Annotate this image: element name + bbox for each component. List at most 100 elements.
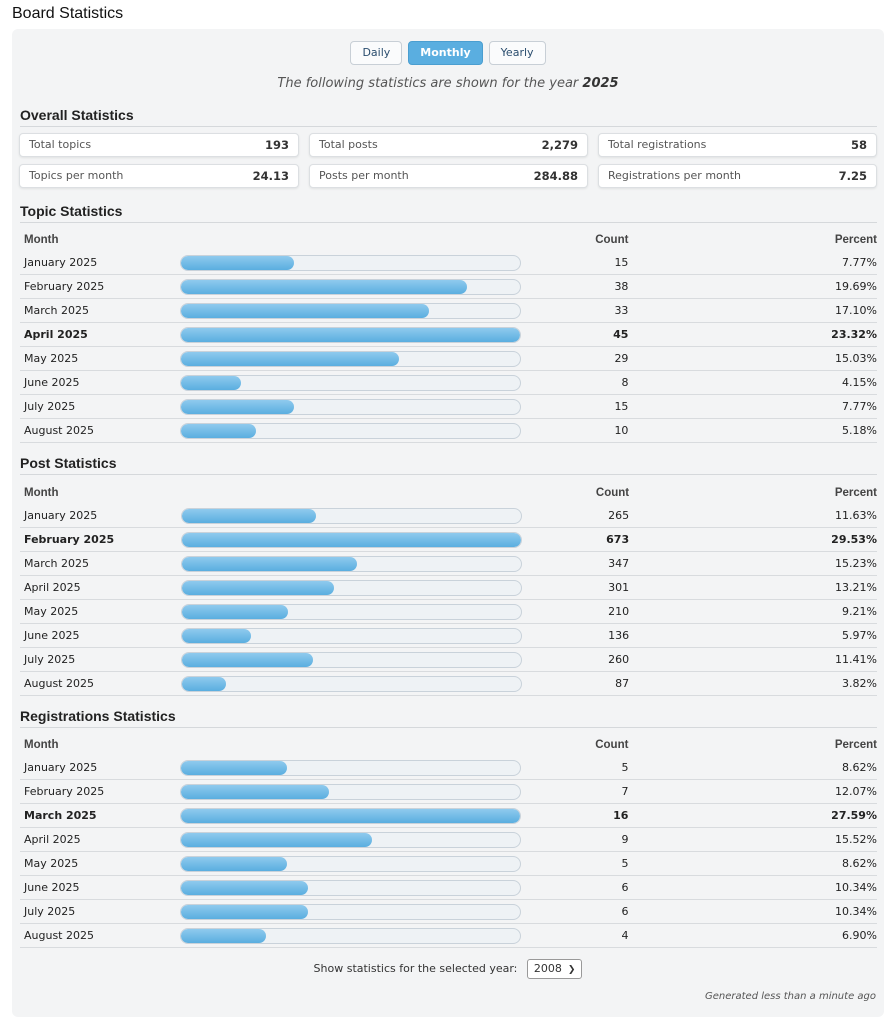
row-bar-cell (179, 418, 523, 443)
row-count: 7 (522, 779, 766, 804)
progress-bar-track (179, 879, 521, 896)
progress-bar-fill (180, 928, 266, 943)
row-month: May 2025 (20, 851, 180, 876)
progress-bar-track (181, 603, 523, 620)
table-row: March 2025 16 27.59% (20, 803, 877, 828)
progress-bar-fill (180, 904, 308, 919)
stat-posts-per-month: Posts per month 284.88 (309, 164, 588, 188)
row-bar-cell (179, 779, 523, 804)
column-bar (181, 482, 523, 504)
registrations-statistics-table: Month Count Percent January 2025 5 8.62% Fe… (20, 734, 877, 948)
table-row: February 2025 7 12.07% (20, 779, 877, 804)
row-month: August 2025 (20, 418, 180, 443)
row-month: March 2025 (20, 551, 182, 576)
tab-monthly[interactable]: Monthly (408, 41, 483, 65)
row-bar-cell (179, 827, 523, 852)
row-percent: 11.63% (766, 504, 877, 528)
column-bar (180, 229, 522, 251)
row-bar-cell (179, 322, 523, 347)
column-count: Count (595, 487, 630, 499)
row-count: 136 (523, 623, 767, 648)
row-bar-cell (179, 803, 523, 828)
column-count: Count (595, 739, 629, 751)
row-percent: 6.90% (765, 923, 877, 948)
row-count: 6 (522, 899, 766, 924)
progress-bar-fill (180, 423, 257, 438)
table-row: February 2025 673 29.53% (20, 527, 877, 552)
progress-bar-track (179, 302, 521, 319)
stat-total-topics: Total topics 193 (19, 133, 299, 157)
row-percent: 10.34% (765, 875, 877, 900)
progress-bar-track (181, 675, 523, 692)
row-month: February 2025 (20, 274, 180, 299)
row-month: February 2025 (20, 779, 180, 804)
stat-label: Topics per month (29, 169, 124, 182)
progress-bar-fill (182, 628, 251, 643)
row-bar-cell (181, 671, 524, 696)
progress-bar-fill (180, 375, 242, 390)
stat-value: 24.13 (252, 169, 289, 183)
table-row: April 2025 45 23.32% (20, 322, 877, 347)
row-bar-cell (181, 623, 524, 648)
row-percent: 9.21% (766, 599, 877, 624)
row-month: March 2025 (20, 803, 180, 828)
row-count: 33 (522, 298, 766, 323)
progress-bar-fill (180, 784, 330, 799)
table-row: February 2025 38 19.69% (20, 274, 877, 299)
row-count: 6 (522, 875, 766, 900)
row-count: 260 (523, 647, 767, 672)
progress-bar-track (179, 783, 521, 800)
row-percent: 7.77% (765, 251, 877, 275)
row-bar-cell (181, 527, 524, 552)
row-month: July 2025 (20, 899, 180, 924)
column-month: Month (24, 739, 59, 751)
row-bar-cell (179, 251, 523, 275)
row-percent: 23.32% (765, 322, 877, 347)
table-row: July 2025 6 10.34% (20, 899, 877, 924)
row-month: January 2025 (20, 756, 180, 780)
row-bar-cell (181, 575, 524, 600)
row-bar-cell (179, 370, 523, 395)
row-bar-cell (179, 851, 523, 876)
table-row: January 2025 265 11.63% (20, 504, 877, 528)
row-count: 347 (523, 551, 767, 576)
stat-label: Posts per month (319, 169, 409, 182)
stat-total-posts: Total posts 2,279 (309, 133, 588, 157)
progress-bar-fill (182, 508, 316, 523)
row-bar-cell (179, 899, 523, 924)
row-bar-cell (181, 647, 524, 672)
row-month: February 2025 (20, 527, 182, 552)
row-count: 38 (522, 274, 766, 299)
row-percent: 13.21% (766, 575, 877, 600)
year-select-value: 2008 (533, 962, 562, 975)
column-month: Month (24, 234, 59, 246)
row-percent: 8.62% (765, 851, 877, 876)
row-count: 4 (522, 923, 766, 948)
year-note: The following statistics are shown for t… (12, 76, 884, 91)
progress-bar-track (181, 651, 523, 668)
row-month: May 2025 (20, 346, 180, 371)
row-percent: 29.53% (766, 527, 877, 552)
tab-daily[interactable]: Daily (350, 41, 403, 65)
progress-bar-track (179, 254, 521, 271)
row-month: January 2025 (20, 504, 182, 528)
tab-yearly[interactable]: Yearly (488, 41, 546, 65)
row-bar-cell (179, 756, 523, 780)
progress-bar-track (179, 855, 521, 872)
row-month: August 2025 (20, 671, 182, 696)
table-row: April 2025 301 13.21% (20, 575, 877, 600)
row-percent: 5.18% (765, 418, 877, 443)
table-body: January 2025 5 8.62% February 2025 7 12.07% Ma… (20, 756, 877, 948)
row-bar-cell (181, 504, 524, 528)
row-bar-cell (181, 599, 524, 624)
row-month: June 2025 (20, 370, 180, 395)
stat-label: Registrations per month (608, 169, 742, 182)
year-select[interactable]: 2008 ❯ (526, 959, 583, 979)
row-bar-cell (181, 551, 524, 576)
stat-total-registrations: Total registrations 58 (598, 133, 877, 157)
table-row: May 2025 29 15.03% (20, 346, 877, 371)
topic-statistics-heading: Topic Statistics (20, 203, 877, 223)
progress-bar-track (179, 927, 521, 944)
progress-bar-track (179, 398, 521, 415)
generated-note: Generated less than a minute ago (704, 991, 876, 1002)
